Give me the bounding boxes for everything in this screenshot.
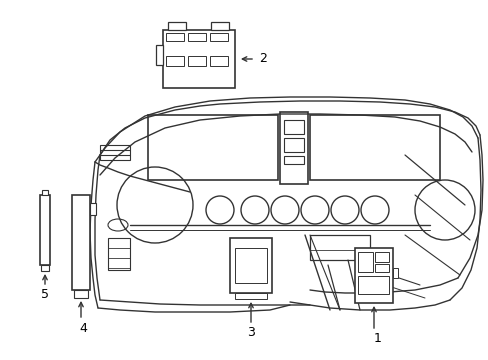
Bar	[357, 252, 372, 272]
Bar	[148, 115, 278, 180]
Bar	[90, 203, 96, 215]
Bar	[168, 22, 185, 30]
Bar	[165, 33, 183, 41]
Text: 4: 4	[79, 321, 87, 334]
Bar	[284, 120, 304, 134]
Bar	[357, 276, 388, 294]
Text: 1: 1	[373, 332, 381, 345]
Bar	[108, 238, 130, 270]
Text: 5: 5	[41, 288, 49, 301]
Bar	[284, 156, 304, 164]
Bar	[100, 145, 130, 160]
Text: 2: 2	[259, 53, 266, 66]
Bar	[156, 45, 163, 65]
Bar	[392, 268, 397, 278]
Bar	[40, 195, 50, 265]
Bar	[309, 115, 439, 180]
Bar	[354, 248, 392, 303]
Text: 3: 3	[246, 327, 254, 339]
Bar	[187, 33, 205, 41]
Bar	[74, 290, 88, 298]
Bar	[42, 190, 48, 195]
Bar	[163, 30, 235, 88]
Bar	[309, 235, 369, 260]
Bar	[229, 238, 271, 293]
Bar	[374, 252, 388, 262]
Bar	[165, 56, 183, 66]
Bar	[41, 265, 49, 271]
Bar	[280, 112, 307, 184]
Bar	[72, 195, 90, 290]
Bar	[210, 22, 228, 30]
Bar	[187, 56, 205, 66]
Bar	[284, 138, 304, 152]
Bar	[235, 293, 266, 299]
Bar	[209, 33, 227, 41]
Bar	[235, 248, 266, 283]
Bar	[209, 56, 227, 66]
Bar	[374, 264, 388, 272]
